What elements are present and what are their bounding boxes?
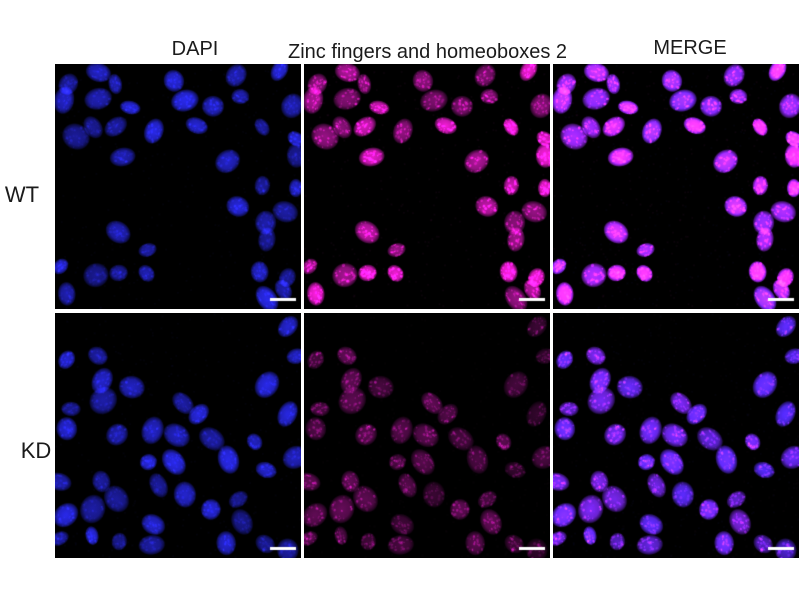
panel-wt-dapi <box>55 64 301 309</box>
panel-grid <box>55 64 799 558</box>
panel-kd-merge <box>553 313 799 558</box>
column-header-merge: MERGE <box>653 37 727 59</box>
row-label-kd: KD <box>20 438 52 463</box>
panel-wt-zhx2 <box>304 64 550 309</box>
panel-kd-dapi <box>55 313 301 558</box>
panel-kd-zhx2 <box>304 313 550 558</box>
column-header-dapi: DAPI <box>171 38 219 60</box>
column-header-zhx2: Zinc fingers and homeoboxes 2 <box>288 41 568 63</box>
row-label-wt: WT <box>4 182 40 207</box>
panel-wt-merge <box>553 64 799 309</box>
